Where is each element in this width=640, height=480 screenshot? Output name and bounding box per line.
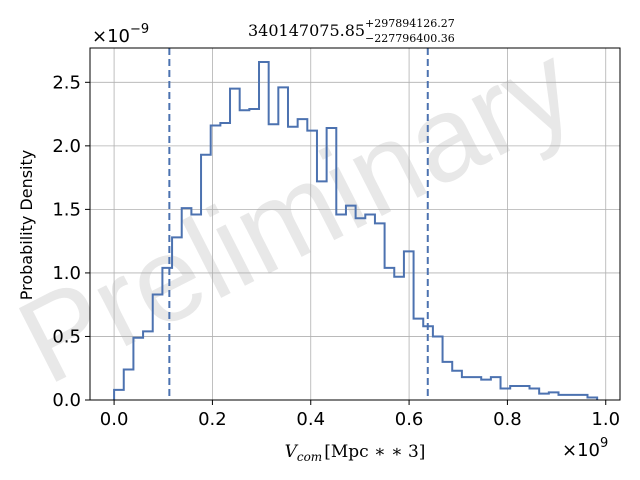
plot-frame [89,47,621,401]
x-axis-var-subscript: com [297,450,322,464]
title-upper-error: +297894126.27 [365,17,455,30]
y-tick-label: 2.0 [52,136,81,157]
x-tick-label: 0.2 [198,409,227,430]
plot-area [113,48,599,400]
y-tick-label: 2.5 [52,72,81,93]
y-axis-multiplier: ×10−9 [92,22,149,47]
y-axis-label: Probability Density [17,150,36,301]
x-axis-label: Vcom [Mpc ∗ ∗ 3] [285,442,426,464]
title-value: 340147075.85 [248,21,365,40]
chart-title: 340147075.85 [248,21,365,40]
x-multiplier-base: ×10 [562,440,600,461]
x-axis-var: V [285,442,299,462]
y-tick-label: 0.0 [52,390,81,411]
histogram-step-line [113,60,599,400]
x-axis-multiplier: ×109 [562,436,608,461]
title-lower-error: −227796400.36 [365,32,455,45]
x-tick-label: 0.8 [493,409,522,430]
y-tick-label: 1.5 [52,199,81,220]
y-tick-label: 1.0 [52,263,81,284]
x-multiplier-exp: 9 [600,436,608,451]
x-tick-label: 1.0 [591,409,620,430]
y-multiplier-exp: −9 [130,22,149,37]
y-multiplier-base: ×10 [92,26,130,47]
x-tick-label: 0.6 [395,409,424,430]
y-tick-label: 0.5 [52,326,81,347]
x-axis: 0.0 0.2 0.4 0.6 0.8 1.0 [100,400,620,430]
x-tick-label: 0.0 [100,409,129,430]
y-axis: 0.0 0.5 1.0 1.5 2.0 2.5 [52,72,90,411]
watermark-text: Preliminary [0,18,594,410]
x-tick-label: 0.4 [296,409,325,430]
x-axis-unit: [Mpc ∗ ∗ 3] [324,442,425,462]
